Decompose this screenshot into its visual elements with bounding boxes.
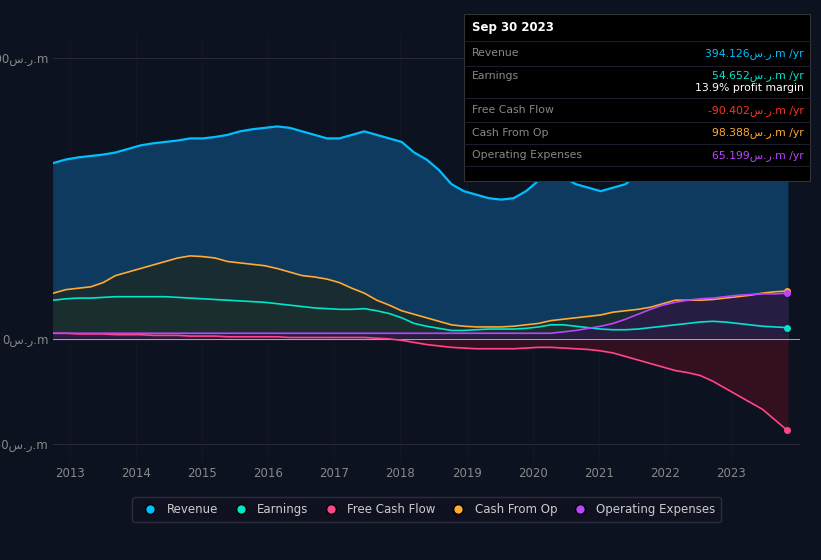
Text: Operating Expenses: Operating Expenses	[472, 150, 582, 160]
Text: Earnings: Earnings	[472, 71, 519, 81]
Text: Free Cash Flow: Free Cash Flow	[472, 105, 554, 115]
Text: 394.126س.ر.m /yr: 394.126س.ر.m /yr	[705, 48, 804, 59]
Text: 13.9% profit margin: 13.9% profit margin	[695, 83, 804, 94]
Text: Revenue: Revenue	[472, 48, 520, 58]
Text: Sep 30 2023: Sep 30 2023	[472, 21, 554, 34]
Text: 65.199س.ر.m /yr: 65.199س.ر.m /yr	[712, 150, 804, 161]
Text: -90.402س.ر.m /yr: -90.402س.ر.m /yr	[708, 105, 804, 116]
Legend: Revenue, Earnings, Free Cash Flow, Cash From Op, Operating Expenses: Revenue, Earnings, Free Cash Flow, Cash …	[132, 497, 722, 522]
Text: 54.652س.ر.m /yr: 54.652س.ر.m /yr	[712, 70, 804, 81]
Text: Cash From Op: Cash From Op	[472, 128, 548, 138]
Text: 98.388س.ر.m /yr: 98.388س.ر.m /yr	[712, 127, 804, 138]
